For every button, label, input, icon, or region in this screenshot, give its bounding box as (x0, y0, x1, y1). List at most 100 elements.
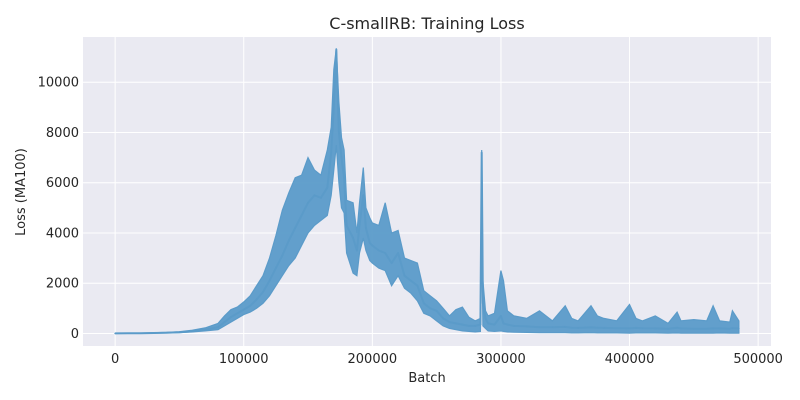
x-tick-label: 300000 (476, 352, 526, 367)
loss-point (262, 291, 264, 293)
x-tick-label: 200000 (348, 352, 398, 367)
loss-point (236, 312, 239, 315)
loss-point (338, 131, 340, 134)
loss-point (384, 252, 387, 254)
loss-point (165, 331, 168, 334)
loss-point (635, 327, 637, 329)
y-tick-label: 8000 (46, 126, 79, 141)
loss-point (362, 194, 365, 197)
x-tick-label: 0 (111, 352, 119, 367)
y-axis-label: Loss (MA100) (14, 148, 29, 236)
loss-point (390, 262, 393, 264)
loss-point (378, 249, 380, 252)
loss-series (114, 48, 740, 335)
loss-point (365, 227, 367, 229)
loss-point (455, 322, 457, 325)
loss-point (705, 327, 708, 330)
y-tick-labels: 0 2000 4000 6000 8000 10000 (38, 76, 79, 342)
loss-point (729, 327, 731, 330)
loss-point (242, 308, 245, 311)
loss-point (356, 249, 358, 252)
loss-point (326, 186, 329, 189)
loss-point (712, 327, 714, 330)
loss-point (480, 151, 483, 154)
loss-point (570, 326, 573, 329)
x-tick-label: 500000 (733, 352, 783, 367)
loss-point (223, 321, 226, 323)
loss-band-area (115, 48, 740, 334)
loss-point (538, 326, 541, 329)
chart-title: C-smallRB: Training Loss (329, 14, 524, 33)
loss-point (500, 315, 502, 317)
loss-point (352, 237, 354, 239)
loss-point (603, 327, 605, 329)
loss-point (191, 330, 194, 333)
loss-point (369, 242, 371, 244)
loss-point (482, 302, 484, 305)
loss-point (577, 327, 579, 329)
loss-point (590, 326, 592, 329)
loss-point (288, 239, 290, 242)
loss-point (596, 326, 599, 329)
loss-point (731, 327, 734, 330)
x-tick-labels: 0 100000 200000 300000 400000 500000 (111, 352, 783, 367)
loss-point (397, 252, 399, 254)
loss-point (255, 298, 258, 301)
loss-point (204, 328, 206, 331)
loss-point (442, 317, 444, 320)
loss-point (641, 327, 644, 330)
loss-point (140, 332, 142, 335)
y-tick-label: 10000 (38, 76, 79, 91)
loss-point (340, 156, 343, 159)
loss-point (423, 302, 425, 305)
loss-point (294, 227, 297, 229)
loss-point (230, 316, 232, 318)
y-tick-label: 2000 (46, 277, 79, 292)
loss-point (667, 327, 669, 330)
loss-point (525, 325, 528, 328)
loss-point (479, 323, 482, 326)
loss-point (320, 197, 322, 199)
y-tick-label: 0 (71, 327, 79, 342)
loss-point (718, 327, 721, 330)
x-axis-label: Batch (408, 371, 445, 386)
loss-point (435, 310, 438, 312)
loss-point (676, 326, 678, 329)
loss-point (333, 106, 335, 109)
loss-point (513, 325, 515, 327)
loss-point (738, 327, 740, 330)
loss-point (429, 307, 432, 310)
loss-point (506, 323, 509, 326)
loss-point (484, 317, 487, 320)
loss-point (343, 176, 345, 179)
loss-point (493, 323, 496, 326)
x-tick-label: 100000 (219, 352, 269, 367)
loss-point (358, 224, 361, 227)
loss-point (281, 254, 284, 257)
y-tick-label: 6000 (46, 176, 79, 191)
loss-point (410, 279, 412, 282)
loss-point (335, 48, 338, 51)
loss-point (249, 305, 251, 307)
loss-point (300, 214, 303, 217)
loss-point (628, 327, 631, 330)
loss-point (693, 327, 695, 330)
loss-point (313, 194, 316, 197)
loss-point (416, 284, 419, 287)
loss-point (474, 325, 477, 327)
loss-point (461, 323, 464, 326)
loss-point (502, 322, 505, 325)
loss-point (178, 331, 181, 334)
loss-point (487, 322, 489, 325)
loss-line (115, 48, 739, 335)
loss-point (680, 327, 682, 330)
y-tick-label: 4000 (46, 226, 79, 241)
loss-point (615, 327, 618, 330)
loss-point (468, 325, 470, 327)
x-tick-label: 400000 (605, 352, 655, 367)
loss-point (448, 321, 451, 323)
x-grid (114, 37, 759, 346)
loss-noise-band (115, 48, 740, 334)
loss-point (114, 332, 116, 335)
